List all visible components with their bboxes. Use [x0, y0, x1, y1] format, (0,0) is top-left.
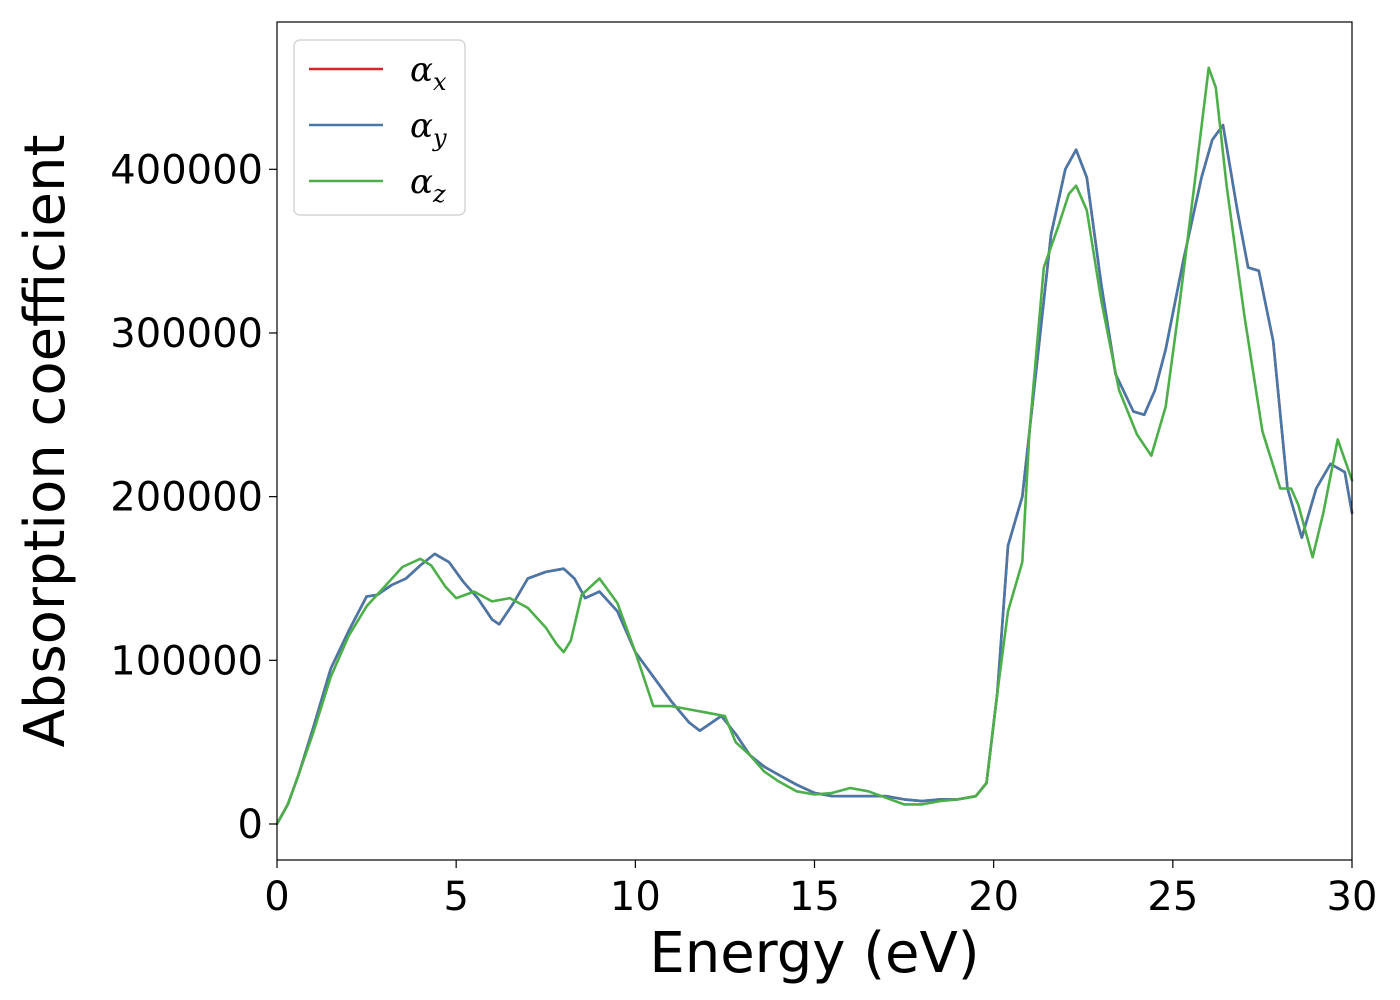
- series-line-z: [275, 66, 1354, 826]
- x-tick-label: 25: [1147, 874, 1198, 920]
- x-tick-label: 15: [789, 874, 840, 920]
- y-axis: 0 100000 200000 300000 400000: [110, 147, 277, 848]
- y-tick-label: 0: [238, 802, 263, 848]
- legend-label-y: αy: [410, 106, 447, 152]
- legend-symbol: α: [410, 162, 433, 202]
- legend-subscript: z: [432, 180, 446, 208]
- legend-label-x: αx: [410, 50, 447, 96]
- y-tick-label: 100000: [110, 638, 263, 684]
- legend-label-z: αz: [410, 162, 446, 208]
- x-tick-label: 5: [443, 874, 468, 920]
- legend-symbol: α: [410, 106, 433, 146]
- y-axis-label: Absorption coefficient: [13, 135, 78, 748]
- y-tick-label: 400000: [110, 147, 263, 193]
- x-axis: 0 5 10 15 20 25 30: [264, 860, 1377, 920]
- legend-box: [293, 39, 466, 216]
- series-layer: [275, 66, 1354, 826]
- x-tick-label: 10: [610, 874, 661, 920]
- series-line-y: [275, 123, 1354, 826]
- x-tick-label: 30: [1327, 874, 1378, 920]
- legend-symbol: α: [410, 50, 433, 90]
- y-tick-label: 200000: [110, 475, 263, 521]
- x-tick-label: 20: [968, 874, 1019, 920]
- legend-subscript: y: [432, 124, 447, 152]
- x-axis-label: Energy (eV): [649, 921, 979, 986]
- y-tick-label: 300000: [110, 311, 263, 357]
- x-tick-label: 0: [264, 874, 289, 920]
- legend-subscript: x: [433, 68, 447, 96]
